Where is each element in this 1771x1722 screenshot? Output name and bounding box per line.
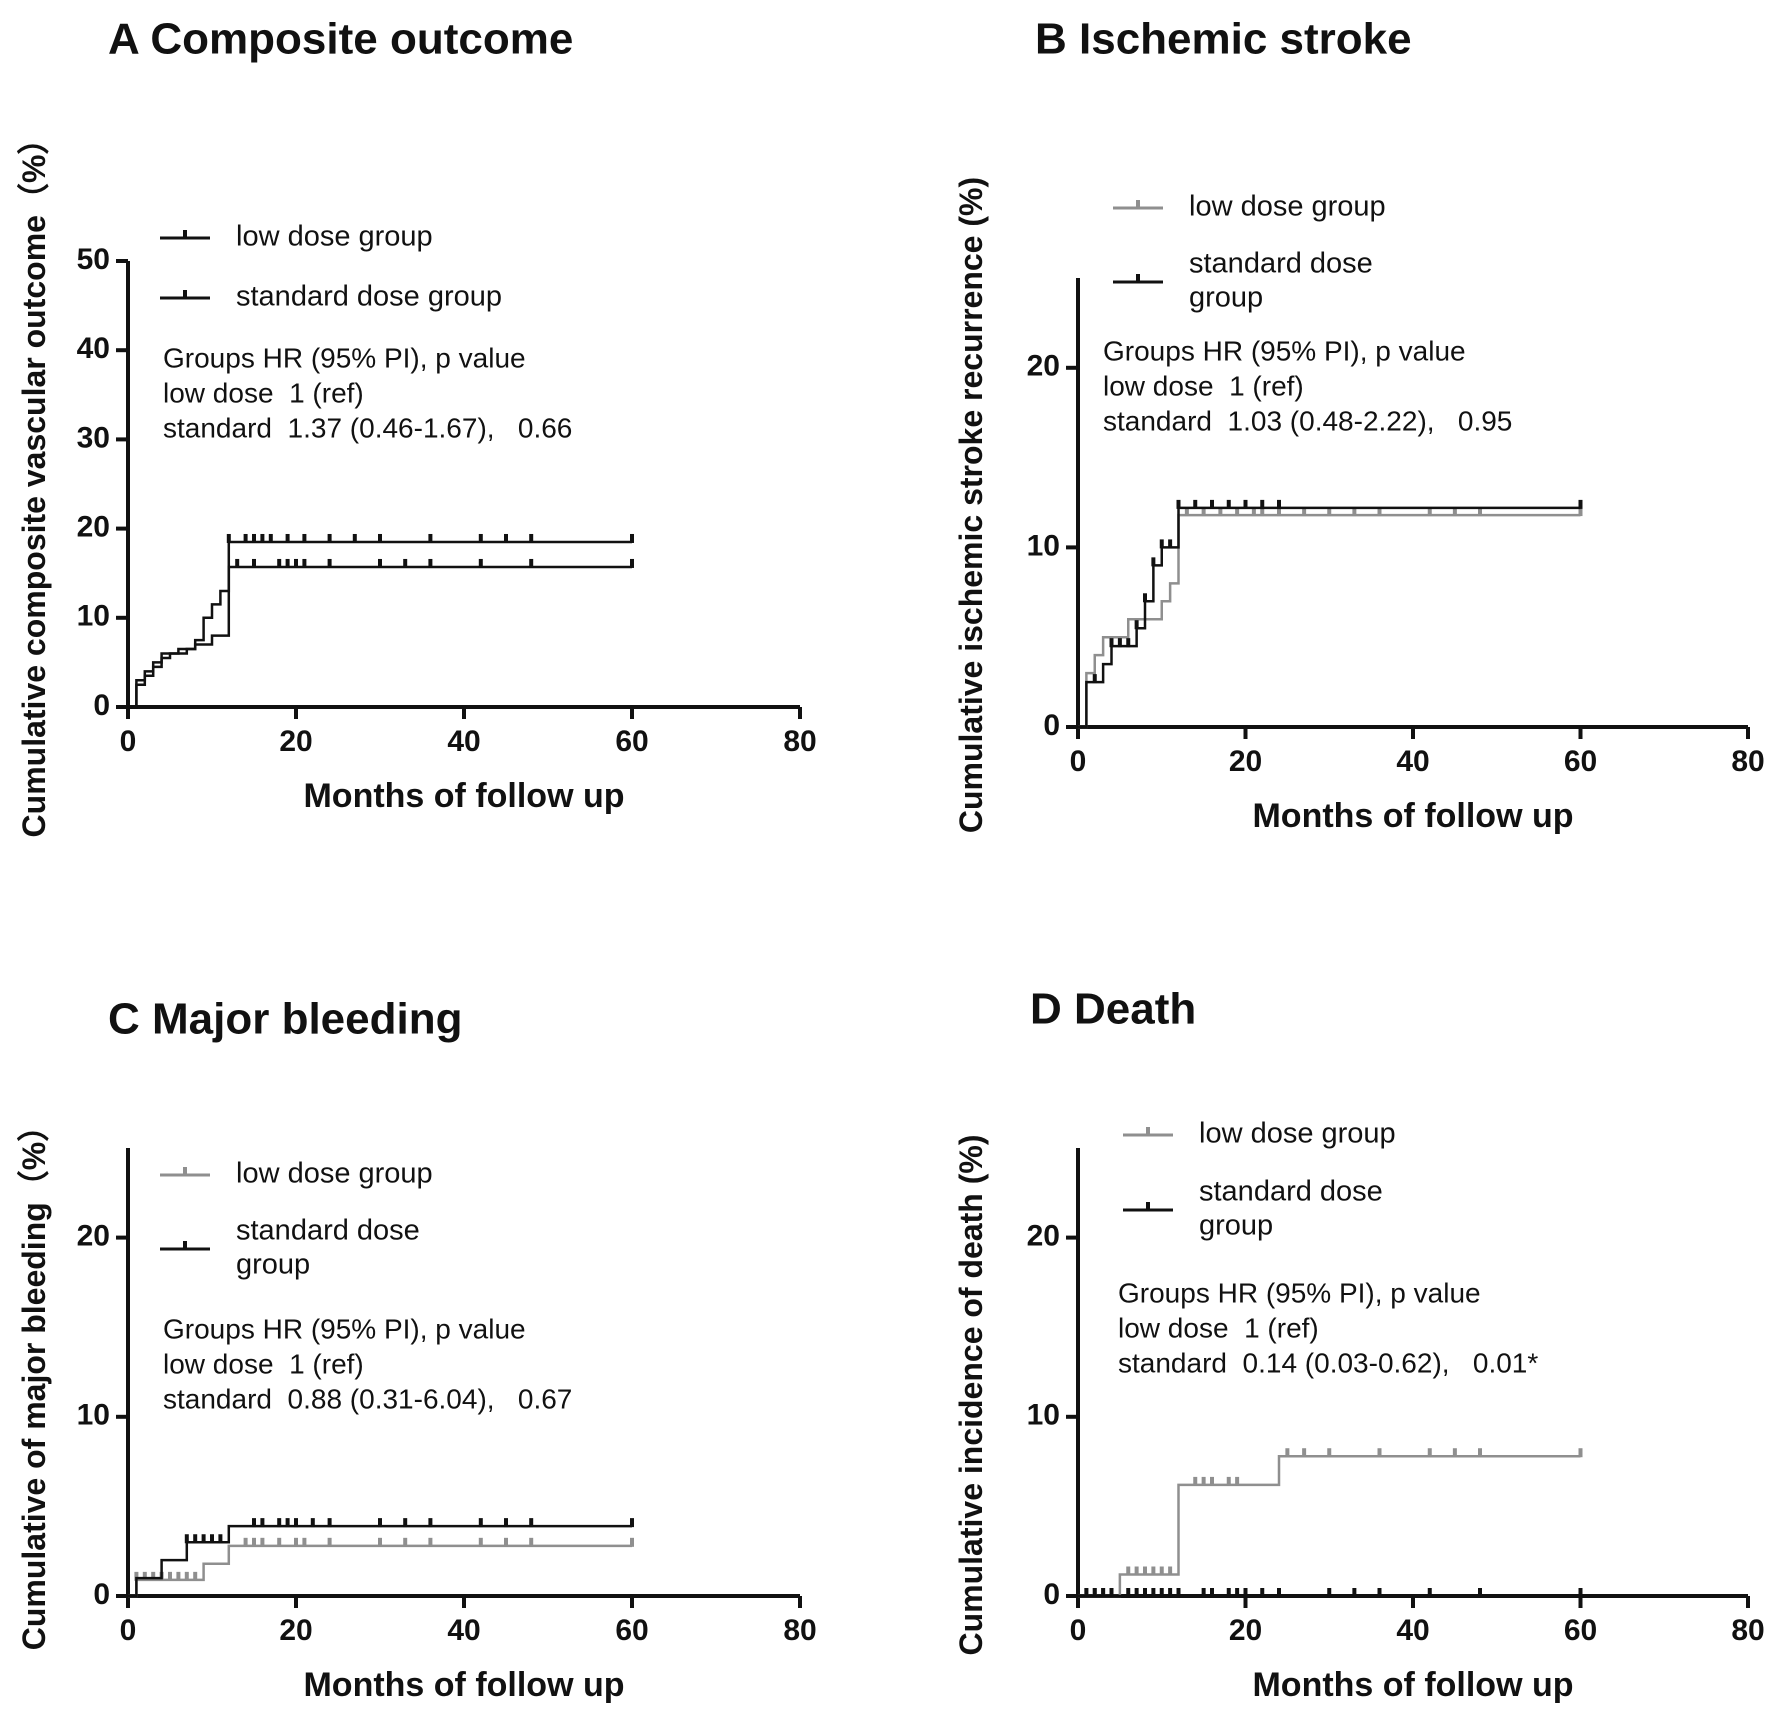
x-tick-label: 60 (615, 725, 648, 758)
y-axis-label: Cumulative ischemic stroke recurrence (%… (953, 177, 989, 833)
hazard-ratio-text: standard 1.03 (0.48-2.22), 0.95 (1103, 405, 1512, 436)
hazard-ratio-text: low dose 1 (ref) (1103, 370, 1304, 401)
panel-a: A Composite outcome Cumulative composite … (16, 15, 817, 838)
x-tick-label: 80 (1731, 745, 1764, 778)
y-tick-label: 20 (77, 1220, 110, 1253)
x-tick-label: 0 (1070, 745, 1087, 778)
x-axis-label: Months of follow up (1252, 1666, 1573, 1704)
x-axis-label: Months of follow up (303, 1666, 624, 1704)
hazard-ratio-text: Groups HR (95% PI), p value (1103, 335, 1466, 366)
legend-entry-standard-dose: standard dose group (160, 281, 502, 313)
x-tick-label: 80 (783, 1614, 816, 1647)
x-tick-label: 80 (1731, 1614, 1764, 1647)
x-tick-label: 60 (1564, 745, 1597, 778)
panel-b: B Ischemic stroke Cumulative ischemic str… (953, 15, 1765, 835)
y-tick-label: 20 (1027, 1220, 1060, 1253)
legend-label: low dose group (236, 221, 433, 253)
legend-label: low dose group (1199, 1118, 1396, 1150)
legend-entry-low-dose: low dose group (160, 1158, 433, 1190)
y-tick-label: 50 (77, 243, 110, 276)
x-tick-label: 0 (1070, 1614, 1087, 1647)
y-axis-label: Cumulative composite vascular outcome（%） (16, 123, 52, 838)
y-tick-label: 20 (1027, 350, 1060, 383)
legend-entry-low-dose: low dose group (1123, 1118, 1396, 1150)
legend-label: group (1189, 282, 1263, 314)
x-tick-label: 40 (447, 725, 480, 758)
hazard-ratio-text: low dose 1 (ref) (163, 1348, 364, 1379)
legend-label: standard dose (236, 1215, 420, 1247)
survival-curve (128, 1524, 632, 1598)
x-tick-label: 60 (1564, 1614, 1597, 1647)
panel-title: B Ischemic stroke (1035, 15, 1412, 64)
y-tick-label: 40 (77, 332, 110, 365)
x-tick-label: 20 (1229, 745, 1262, 778)
survival-curve (128, 565, 632, 709)
series-low-dose (1078, 507, 1583, 729)
y-tick-label: 10 (1027, 529, 1060, 562)
y-tick-label: 0 (93, 689, 110, 722)
x-tick-label: 20 (279, 725, 312, 758)
x-tick-label: 80 (783, 725, 816, 758)
x-axis-label: Months of follow up (1252, 797, 1573, 835)
panel-d: D Death Cumulative incidence of death (%)… (953, 985, 1765, 1704)
survival-curve (1078, 506, 1581, 729)
x-tick-label: 0 (120, 725, 137, 758)
series-standard-dose (1078, 499, 1583, 729)
y-axis-label: Cumulative incidence of death (%) (953, 1135, 989, 1656)
survival-curve (1078, 1454, 1581, 1598)
legend-label: standard dose group (236, 281, 502, 313)
hazard-ratio-text: low dose 1 (ref) (163, 377, 364, 408)
x-tick-label: 40 (1396, 1614, 1429, 1647)
series-low-dose (1078, 1448, 1583, 1598)
legend-label: group (236, 1249, 310, 1281)
hazard-ratio-text: low dose 1 (ref) (1118, 1312, 1319, 1343)
panel-title: A Composite outcome (108, 15, 573, 64)
y-tick-label: 20 (77, 511, 110, 544)
survival-curve (128, 1544, 632, 1598)
panel-title: C Major bleeding (108, 995, 462, 1044)
legend-entry-low-dose: low dose group (1113, 191, 1386, 223)
legend-label: low dose group (236, 1158, 433, 1190)
hazard-ratio-text: Groups HR (95% PI), p value (1118, 1277, 1481, 1308)
legend-label: standard dose (1189, 248, 1373, 280)
y-tick-label: 0 (93, 1578, 110, 1611)
survival-curve (1078, 513, 1581, 729)
x-axis-label: Months of follow up (303, 777, 624, 815)
y-tick-label: 10 (1027, 1399, 1060, 1432)
y-axis-label: Cumulative of major bleeding（%） (16, 1110, 52, 1651)
x-tick-label: 40 (1396, 745, 1429, 778)
y-tick-label: 0 (1043, 709, 1060, 742)
y-tick-label: 10 (77, 1399, 110, 1432)
x-tick-label: 20 (279, 1614, 312, 1647)
series-low-dose (128, 1537, 634, 1598)
legend-entry-low-dose: low dose group (160, 221, 433, 253)
legend-label: standard dose (1199, 1176, 1383, 1208)
y-tick-label: 10 (77, 600, 110, 633)
x-tick-label: 0 (120, 1614, 137, 1647)
panel-title: D Death (1030, 985, 1196, 1034)
legend-label: low dose group (1189, 191, 1386, 223)
legend-label: group (1199, 1210, 1273, 1242)
x-tick-label: 40 (447, 1614, 480, 1647)
hazard-ratio-text: standard 1.37 (0.46-1.67), 0.66 (163, 412, 572, 443)
y-tick-label: 0 (1043, 1578, 1060, 1611)
hazard-ratio-text: Groups HR (95% PI), p value (163, 342, 526, 373)
y-tick-label: 30 (77, 421, 110, 454)
panel-c: C Major bleeding Cumulative of major blee… (16, 995, 817, 1704)
hazard-ratio-text: standard 0.88 (0.31-6.04), 0.67 (163, 1383, 572, 1414)
hazard-ratio-text: standard 0.14 (0.03-0.62), 0.01* (1118, 1347, 1538, 1378)
x-tick-label: 20 (1229, 1614, 1262, 1647)
x-tick-label: 60 (615, 1614, 648, 1647)
series-standard-dose (1078, 1588, 1583, 1598)
series-standard-dose (128, 1518, 634, 1598)
hazard-ratio-text: Groups HR (95% PI), p value (163, 1313, 526, 1344)
series-standard-dose (128, 558, 634, 709)
